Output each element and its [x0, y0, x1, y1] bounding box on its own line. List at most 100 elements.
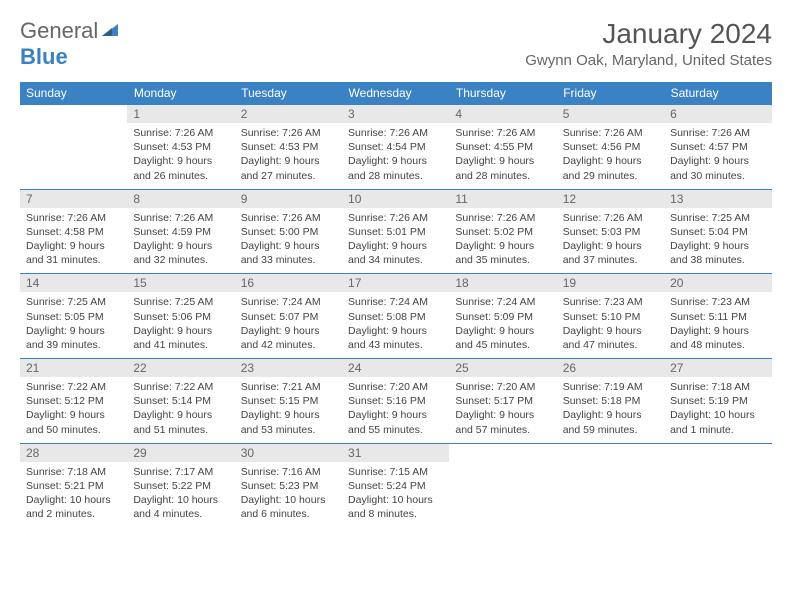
day-cell: Sunrise: 7:26 AMSunset: 4:53 PMDaylight:…: [127, 123, 234, 189]
sunset-text: Sunset: 5:11 PM: [670, 310, 765, 324]
day-number: 11: [449, 189, 556, 208]
day2-text: and 43 minutes.: [348, 338, 443, 352]
day-number: 29: [127, 443, 234, 462]
day2-text: and 45 minutes.: [455, 338, 550, 352]
day-number: 16: [235, 274, 342, 293]
day-cell: Sunrise: 7:23 AMSunset: 5:10 PMDaylight:…: [557, 292, 664, 358]
day-number: 14: [20, 274, 127, 293]
day-number: [449, 443, 556, 462]
day2-text: and 34 minutes.: [348, 253, 443, 267]
sunrise-text: Sunrise: 7:16 AM: [241, 465, 336, 479]
day-cell: Sunrise: 7:25 AMSunset: 5:04 PMDaylight:…: [664, 208, 771, 274]
calendar-table: Sunday Monday Tuesday Wednesday Thursday…: [20, 82, 772, 527]
day1-text: Daylight: 9 hours: [133, 408, 228, 422]
sunset-text: Sunset: 5:22 PM: [133, 479, 228, 493]
location: Gwynn Oak, Maryland, United States: [525, 52, 772, 69]
sunrise-text: Sunrise: 7:17 AM: [133, 465, 228, 479]
day2-text: and 39 minutes.: [26, 338, 121, 352]
day1-text: Daylight: 9 hours: [455, 324, 550, 338]
day-number: 18: [449, 274, 556, 293]
day-number: 31: [342, 443, 449, 462]
sunrise-text: Sunrise: 7:25 AM: [133, 295, 228, 309]
sunrise-text: Sunrise: 7:26 AM: [241, 211, 336, 225]
day-cell: Sunrise: 7:26 AMSunset: 4:55 PMDaylight:…: [449, 123, 556, 189]
sunset-text: Sunset: 5:21 PM: [26, 479, 121, 493]
day-cell: Sunrise: 7:26 AMSunset: 4:58 PMDaylight:…: [20, 208, 127, 274]
sunset-text: Sunset: 5:01 PM: [348, 225, 443, 239]
sunset-text: Sunset: 5:10 PM: [563, 310, 658, 324]
day-cell: Sunrise: 7:20 AMSunset: 5:17 PMDaylight:…: [449, 377, 556, 443]
day1-text: Daylight: 10 hours: [133, 493, 228, 507]
day-cell: Sunrise: 7:17 AMSunset: 5:22 PMDaylight:…: [127, 462, 234, 528]
day-number: 24: [342, 359, 449, 378]
day2-text: and 29 minutes.: [563, 169, 658, 183]
day1-text: Daylight: 9 hours: [133, 324, 228, 338]
header: General Blue January 2024 Gwynn Oak, Mar…: [20, 18, 772, 70]
sunrise-text: Sunrise: 7:21 AM: [241, 380, 336, 394]
day-number: 20: [664, 274, 771, 293]
daynum-row: 123456: [20, 105, 772, 124]
day1-text: Daylight: 9 hours: [563, 154, 658, 168]
day-number: 13: [664, 189, 771, 208]
day-cell: Sunrise: 7:26 AMSunset: 4:59 PMDaylight:…: [127, 208, 234, 274]
day2-text: and 26 minutes.: [133, 169, 228, 183]
day-number: 15: [127, 274, 234, 293]
day-number: 1: [127, 105, 234, 124]
day-header: Thursday: [449, 82, 556, 105]
day2-text: and 57 minutes.: [455, 423, 550, 437]
day-number: [557, 443, 664, 462]
day2-text: and 27 minutes.: [241, 169, 336, 183]
sunset-text: Sunset: 5:19 PM: [670, 394, 765, 408]
day1-text: Daylight: 9 hours: [670, 154, 765, 168]
day1-text: Daylight: 9 hours: [670, 239, 765, 253]
sunrise-text: Sunrise: 7:20 AM: [348, 380, 443, 394]
sunset-text: Sunset: 5:03 PM: [563, 225, 658, 239]
day-cell: Sunrise: 7:20 AMSunset: 5:16 PMDaylight:…: [342, 377, 449, 443]
sunset-text: Sunset: 4:53 PM: [241, 140, 336, 154]
day-number: 19: [557, 274, 664, 293]
sunset-text: Sunset: 4:59 PM: [133, 225, 228, 239]
day1-text: Daylight: 9 hours: [241, 239, 336, 253]
day-number: [20, 105, 127, 124]
day1-text: Daylight: 9 hours: [348, 239, 443, 253]
sunrise-text: Sunrise: 7:20 AM: [455, 380, 550, 394]
sunset-text: Sunset: 5:04 PM: [670, 225, 765, 239]
day-cell: Sunrise: 7:26 AMSunset: 5:01 PMDaylight:…: [342, 208, 449, 274]
day-cell: Sunrise: 7:24 AMSunset: 5:07 PMDaylight:…: [235, 292, 342, 358]
sunset-text: Sunset: 5:00 PM: [241, 225, 336, 239]
day2-text: and 2 minutes.: [26, 507, 121, 521]
sunrise-text: Sunrise: 7:25 AM: [670, 211, 765, 225]
sunrise-text: Sunrise: 7:24 AM: [348, 295, 443, 309]
day1-text: Daylight: 9 hours: [26, 324, 121, 338]
day1-text: Daylight: 9 hours: [133, 154, 228, 168]
sunrise-text: Sunrise: 7:26 AM: [455, 211, 550, 225]
sunset-text: Sunset: 5:05 PM: [26, 310, 121, 324]
sunrise-text: Sunrise: 7:26 AM: [241, 126, 336, 140]
day-header: Tuesday: [235, 82, 342, 105]
day-cell: Sunrise: 7:26 AMSunset: 4:54 PMDaylight:…: [342, 123, 449, 189]
day2-text: and 51 minutes.: [133, 423, 228, 437]
day2-text: and 28 minutes.: [348, 169, 443, 183]
day-cell: Sunrise: 7:22 AMSunset: 5:12 PMDaylight:…: [20, 377, 127, 443]
day-cell: Sunrise: 7:21 AMSunset: 5:15 PMDaylight:…: [235, 377, 342, 443]
sunset-text: Sunset: 5:07 PM: [241, 310, 336, 324]
sunrise-text: Sunrise: 7:26 AM: [670, 126, 765, 140]
day-cell: Sunrise: 7:23 AMSunset: 5:11 PMDaylight:…: [664, 292, 771, 358]
day-number: 12: [557, 189, 664, 208]
day-header: Wednesday: [342, 82, 449, 105]
day-cell: Sunrise: 7:19 AMSunset: 5:18 PMDaylight:…: [557, 377, 664, 443]
title-block: January 2024 Gwynn Oak, Maryland, United…: [525, 18, 772, 69]
day2-text: and 48 minutes.: [670, 338, 765, 352]
day1-text: Daylight: 9 hours: [455, 239, 550, 253]
day1-text: Daylight: 9 hours: [455, 408, 550, 422]
day-cell: [449, 462, 556, 528]
content-row: Sunrise: 7:18 AMSunset: 5:21 PMDaylight:…: [20, 462, 772, 528]
day1-text: Daylight: 9 hours: [26, 239, 121, 253]
sunset-text: Sunset: 5:02 PM: [455, 225, 550, 239]
day-header: Saturday: [664, 82, 771, 105]
sunrise-text: Sunrise: 7:26 AM: [348, 211, 443, 225]
day2-text: and 6 minutes.: [241, 507, 336, 521]
sunrise-text: Sunrise: 7:18 AM: [670, 380, 765, 394]
day1-text: Daylight: 10 hours: [670, 408, 765, 422]
daynum-row: 78910111213: [20, 189, 772, 208]
